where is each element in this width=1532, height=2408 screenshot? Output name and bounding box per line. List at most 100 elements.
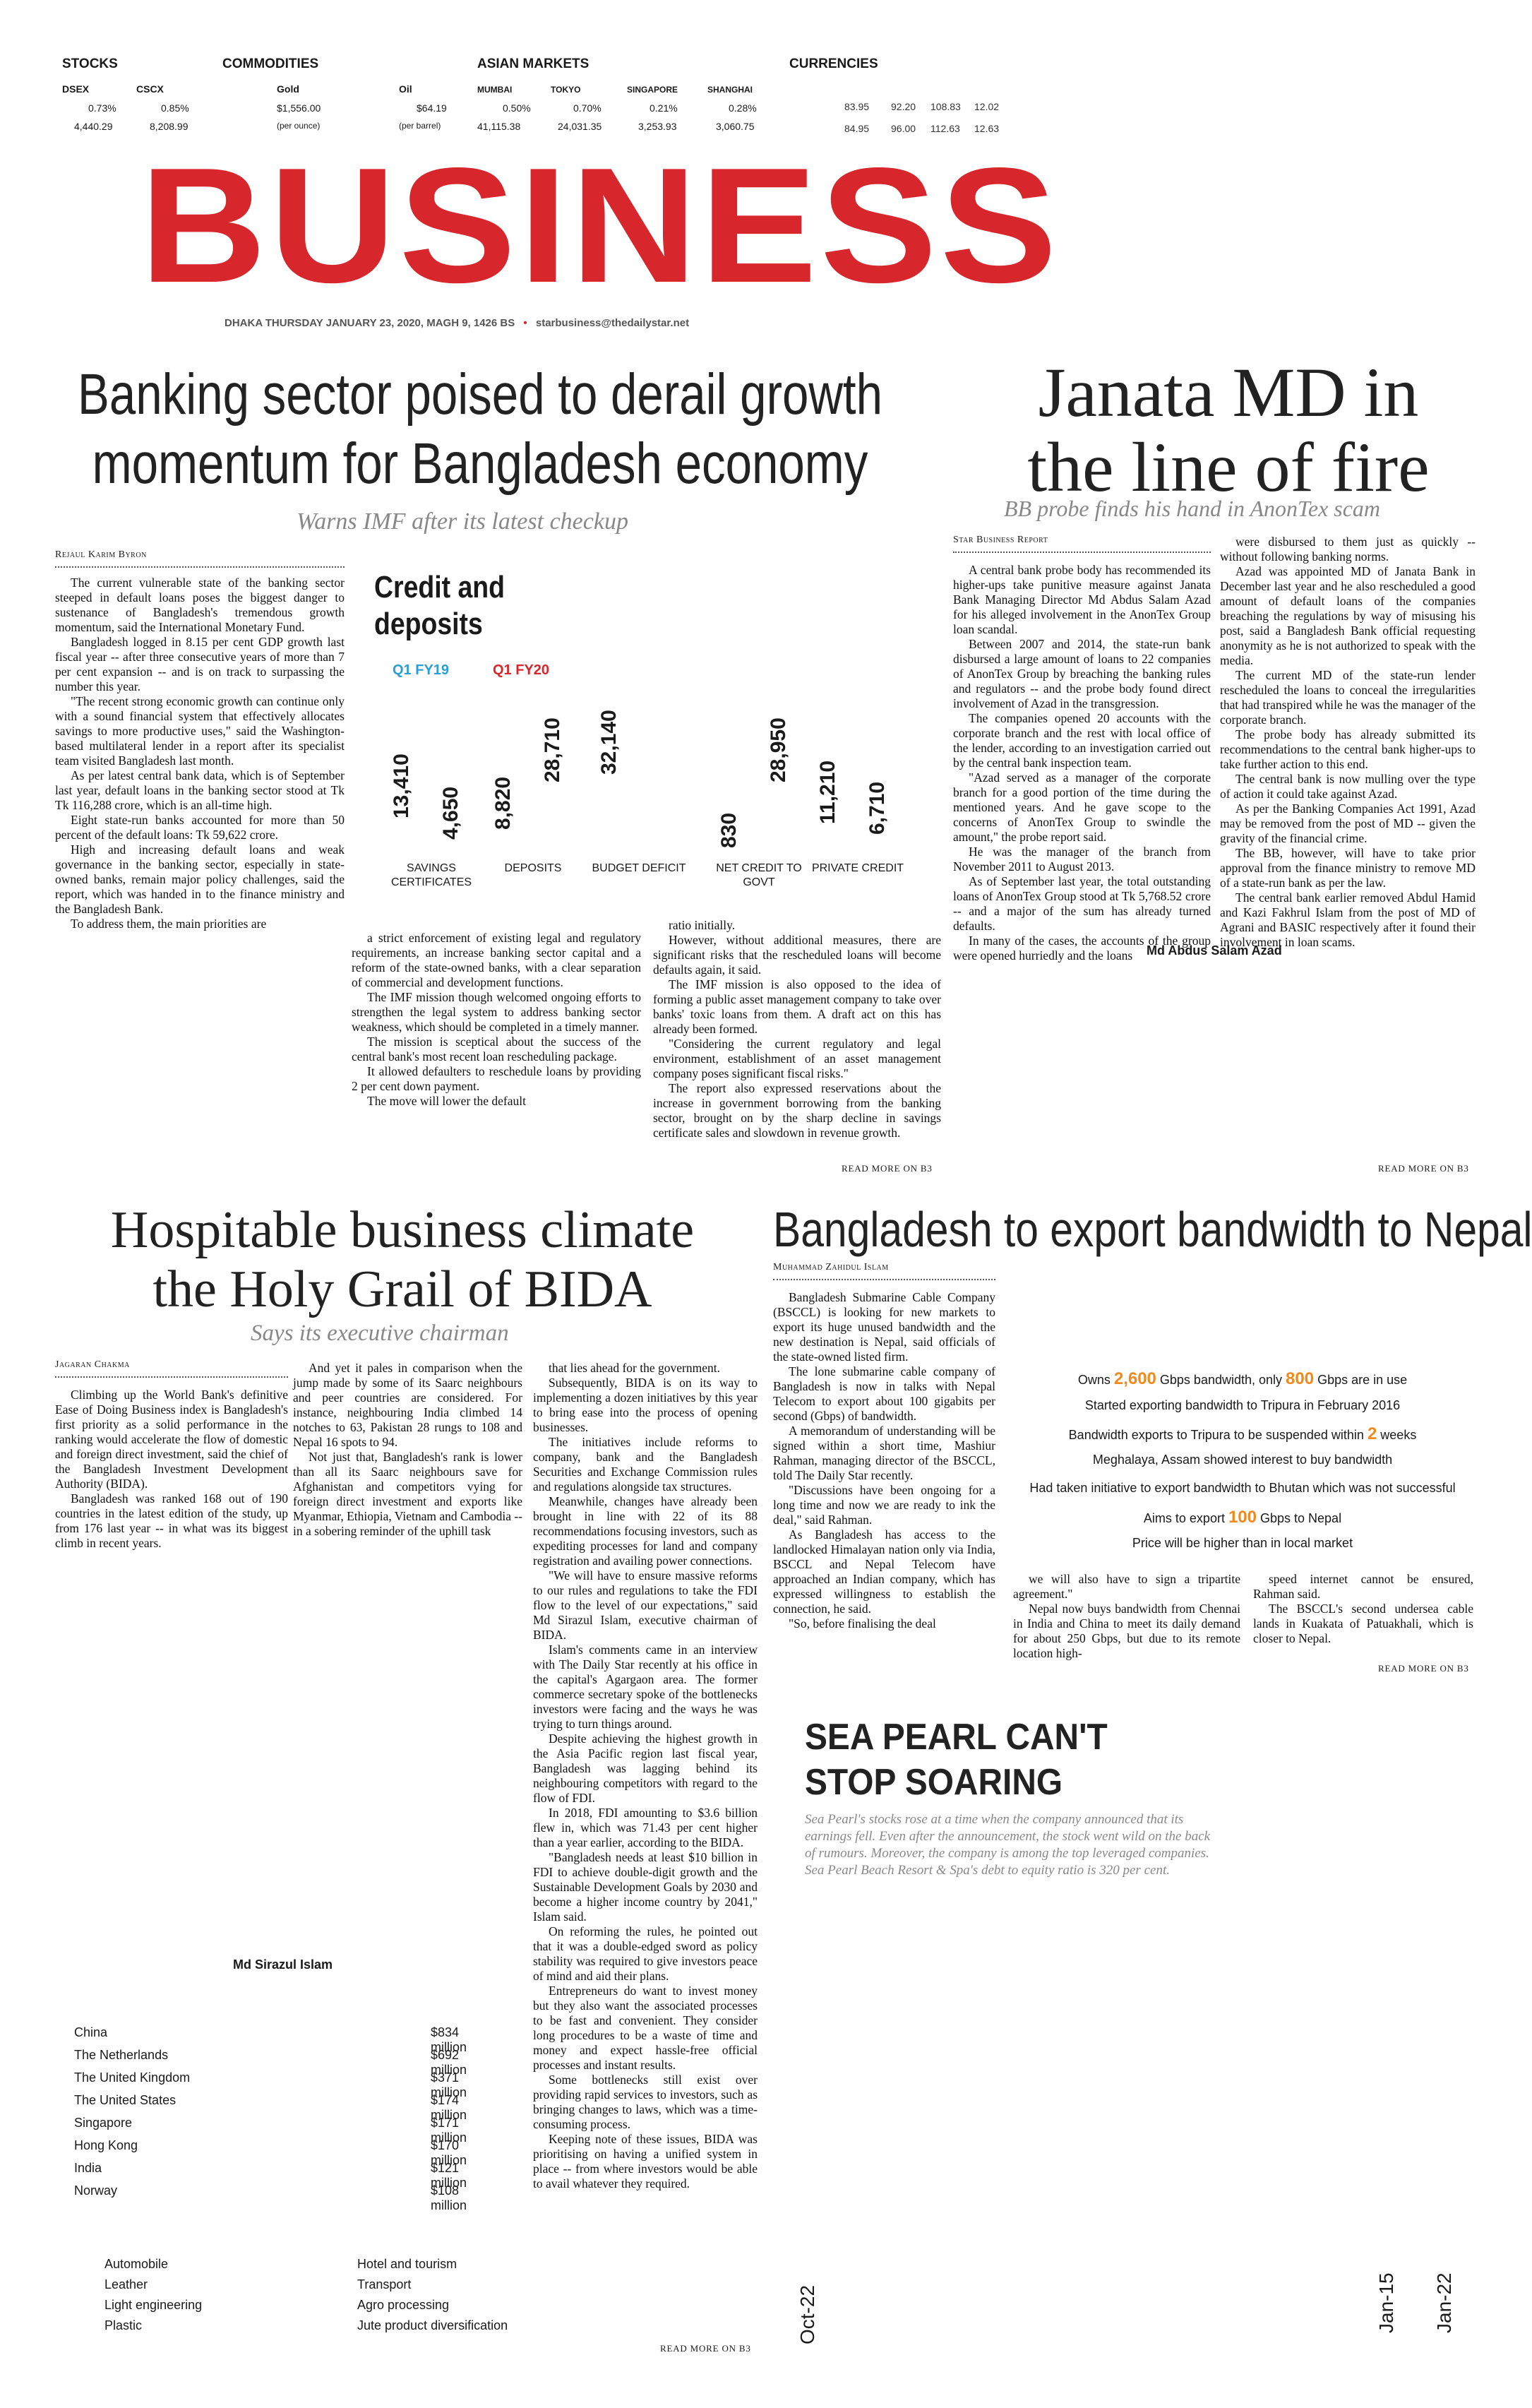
chart-axis-label: Oct-22 xyxy=(796,2284,818,2344)
story3-deck: Says its executive chairman xyxy=(251,1321,509,1346)
paragraph: A memorandum of understanding will be si… xyxy=(773,1424,995,1482)
fdi-country: India xyxy=(74,2161,102,2175)
story2-col1: A central bank probe body has recommende… xyxy=(953,563,1211,963)
story3-col1: Climbing up the World Bank's definitive … xyxy=(55,1388,288,1551)
story2-deck: BB probe finds his hand in AnonTex scam xyxy=(1004,496,1381,521)
paragraph: On reforming the rules, he pointed out t… xyxy=(533,1924,758,1983)
fdi-amount: $692 million xyxy=(431,2048,467,2077)
paragraph: were disbursed to them just as quickly -… xyxy=(1220,535,1476,564)
commodity-unit: (per barrel) xyxy=(399,121,441,131)
story1-col1: The current vulnerable state of the bank… xyxy=(55,576,345,931)
chart-value-label: 32,140 xyxy=(597,710,621,775)
currencies-heading: CURRENCIES xyxy=(789,56,878,71)
fdi-table: China $834 million The Netherlands $692 mil… xyxy=(74,2025,498,2212)
story4-col2: we will also have to sign a tripartite a… xyxy=(1013,1572,1240,1661)
fdi-country: Singapore xyxy=(74,2116,133,2130)
paragraph: As of September last year, the total out… xyxy=(953,874,1211,933)
paragraph: Not just that, Bangladesh's rank is lowe… xyxy=(293,1450,522,1538)
fact-number: 100 xyxy=(1228,1508,1257,1527)
currency-rate: 108.83 xyxy=(930,101,961,112)
commodity-price: $64.19 xyxy=(417,102,447,114)
stock-change: 0.85% xyxy=(161,102,189,114)
fact-line: Owns 2,600 Gbps bandwidth, only 800 Gbps… xyxy=(1077,1369,1408,1388)
fdi-amount: $371 million xyxy=(431,2070,467,2099)
story3-photo-caption: Md Sirazul Islam xyxy=(233,1957,333,1972)
paragraph: As per latest central bank data, which i… xyxy=(55,768,345,812)
paragraph: Climbing up the World Bank's definitive … xyxy=(55,1388,288,1491)
fact-line: Started exporting bandwidth to Tripura i… xyxy=(1084,1398,1401,1412)
story1-deck: Warns IMF after its latest checkup xyxy=(297,508,628,535)
currency-rate: 84.95 xyxy=(844,123,870,134)
paragraph: The lone submarine cable company of Bang… xyxy=(773,1364,995,1423)
paragraph: The current MD of the state-run lender r… xyxy=(1220,668,1476,727)
paragraph: The central bank earlier removed Abdul H… xyxy=(1220,890,1476,949)
fact-number: 2,600 xyxy=(1113,1369,1156,1388)
story4-col3: speed internet cannot be ensured, Rahman… xyxy=(1253,1572,1473,1646)
fact-line: Price will be higher than in local marke… xyxy=(1132,1536,1353,1550)
paragraph: "Discussions have been ongoing for a lon… xyxy=(773,1483,995,1527)
fdi-row: Hong Kong $170 million xyxy=(74,2138,498,2167)
stock-value: 8,208.99 xyxy=(150,121,188,132)
stock-value: 4,440.29 xyxy=(74,121,113,132)
market-name: MUMBAI xyxy=(477,85,513,95)
paragraph: The BSCCL's second undersea cable lands … xyxy=(1253,1602,1473,1645)
paragraph: Subsequently, BIDA is on its way to impl… xyxy=(533,1376,758,1434)
story1-byline: Rejaul Karim Byron xyxy=(55,549,345,568)
chart-category-label: DEPOSITS xyxy=(504,862,562,874)
paragraph: Entrepreneurs do want to invest money bu… xyxy=(533,1984,758,2072)
chart-value-label: 13,410 xyxy=(390,753,413,819)
story2-photo-caption: Md Abdus Salam Azad xyxy=(1147,943,1282,958)
sector-item: Agro processing xyxy=(357,2298,450,2312)
story3-headline: Hospitable business climate the Holy Gra… xyxy=(42,1200,762,1319)
market-name: SINGAPORE xyxy=(627,85,678,95)
contact-email[interactable]: starbusiness@thedailystar.net xyxy=(535,317,690,329)
story3-headline-line1: Hospitable business climate xyxy=(110,1201,695,1259)
paragraph: that lies ahead for the government. xyxy=(549,1361,720,1375)
chart-value-label: 11,210 xyxy=(816,760,839,824)
stock-name: DSEX xyxy=(62,83,90,95)
chart-value-label: 830 xyxy=(717,813,741,849)
fdi-country: The United States xyxy=(74,2093,176,2107)
story3-col2: And yet it pales in comparison when the … xyxy=(293,1361,522,1539)
legend-series-2: Q1 FY20 xyxy=(493,662,550,678)
commodity-name: Gold xyxy=(277,83,299,95)
paragraph: And yet it pales in comparison when the … xyxy=(293,1361,522,1449)
story2-headline-line1: Janata MD in xyxy=(1038,353,1419,431)
story2-readmore[interactable]: READ MORE ON B3 xyxy=(1378,1163,1469,1174)
chart-category-label: BUDGET DEFICIT xyxy=(592,862,686,874)
story5-headline-line2: STOP SOARING xyxy=(805,1762,1063,1803)
paragraph: The initiatives include reforms to compa… xyxy=(533,1435,758,1494)
sector-item: Hotel and tourism xyxy=(357,2257,457,2271)
fact-line: Bandwidth exports to Tripura to be suspe… xyxy=(1068,1424,1417,1443)
chart-title: Credit and deposits xyxy=(374,570,505,641)
fdi-row: The United States $174 million xyxy=(74,2093,498,2122)
market-change: 0.21% xyxy=(650,102,678,114)
fdi-country: The Netherlands xyxy=(74,2048,169,2062)
paragraph: However, without additional measures, th… xyxy=(653,933,941,977)
paragraph: In many of the cases, the accounts of th… xyxy=(953,934,1211,962)
fact-line: Aims to export 100 Gbps to Nepal xyxy=(1143,1508,1342,1527)
story2-headline-line2: the line of fire xyxy=(1027,428,1430,506)
masthead-title: BUSINESS xyxy=(140,134,1060,317)
story5-blurb: Sea Pearl's stocks rose at a time when t… xyxy=(805,1812,1211,1878)
market-change: 0.50% xyxy=(503,102,531,114)
story3-byline: Jagaran Chakma xyxy=(55,1359,288,1378)
chart-category-label: PRIVATE CREDIT xyxy=(811,862,904,874)
paragraph: speed internet cannot be ensured, Rahman… xyxy=(1253,1572,1473,1601)
paragraph: As per the Banking Companies Act 1991, A… xyxy=(1220,801,1476,845)
fdi-row: Norway $108 million xyxy=(74,2183,498,2212)
paragraph: Islam's comments came in an interview wi… xyxy=(533,1643,758,1731)
credit-deposits-chart: Credit and deposits Q1 FY19 Q1 FY20 13,4… xyxy=(367,565,946,904)
fdi-amount: $171 million xyxy=(431,2116,467,2145)
story3-col3: that lies ahead for the government. Subse… xyxy=(533,1361,758,2191)
story3-readmore[interactable]: READ MORE ON B3 xyxy=(660,2343,751,2354)
chart-value-label: 8,820 xyxy=(491,776,515,830)
story1-readmore[interactable]: READ MORE ON B3 xyxy=(842,1163,933,1174)
story1-headline: Banking sector poised to derail growth m… xyxy=(77,362,883,496)
chart-value-label: 28,950 xyxy=(767,717,790,782)
story1-col2: a strict enforcement of existing legal a… xyxy=(352,931,641,1109)
fdi-country: The United Kingdom xyxy=(74,2070,191,2085)
story4-readmore[interactable]: READ MORE ON B3 xyxy=(1378,1663,1469,1674)
paragraph: Despite achieving the highest growth in … xyxy=(533,1732,758,1805)
market-value: 41,115.38 xyxy=(477,121,521,132)
